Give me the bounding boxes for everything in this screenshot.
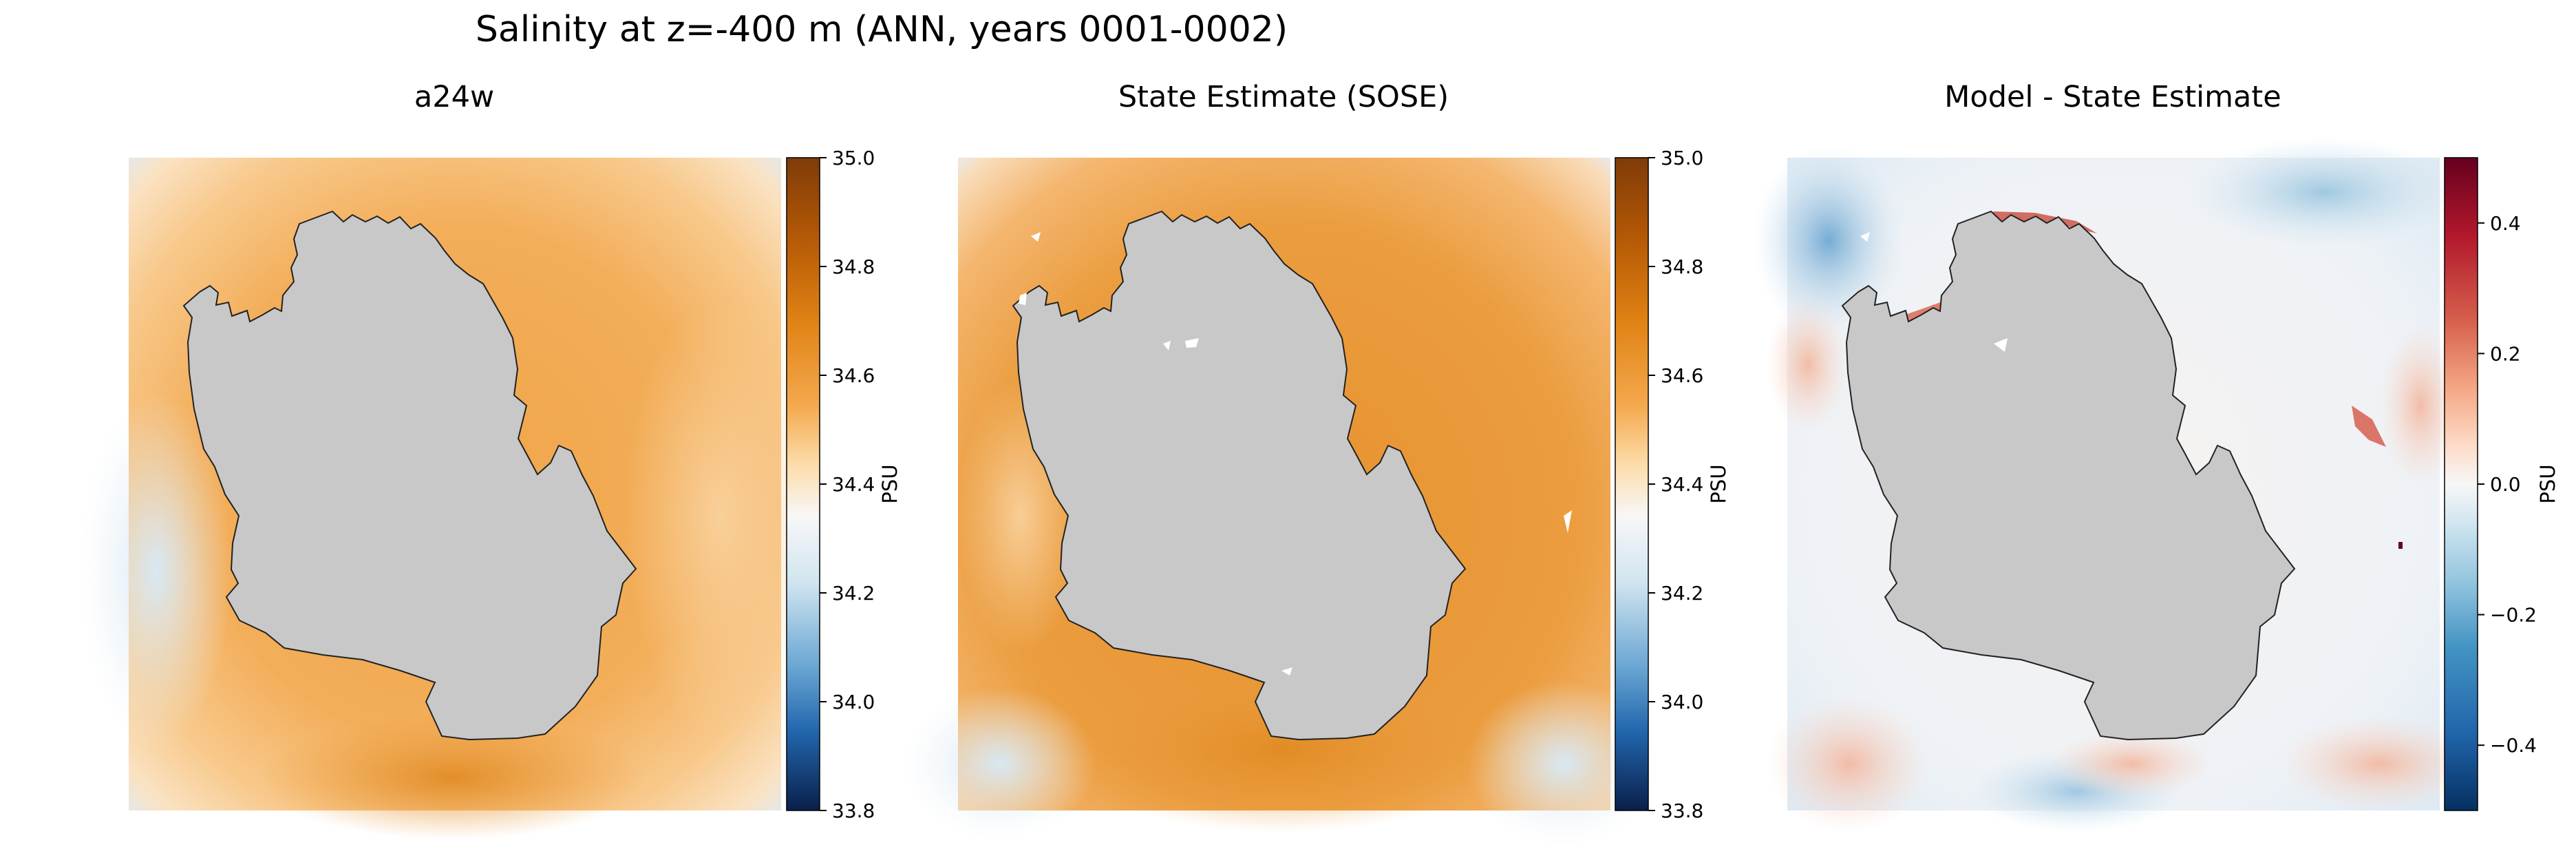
map-difference xyxy=(1753,137,2482,833)
colorbar-label: PSU xyxy=(1707,464,1730,503)
no-data-patch xyxy=(1281,667,1292,676)
panel-sose: State Estimate (SOSE) 35.0 34.8 34.6 34.4 34… xyxy=(903,80,1730,846)
colorbar-tick-label: 34.6 xyxy=(832,364,875,387)
colorbar-tick-label: 34.0 xyxy=(832,691,875,713)
no-data-patch xyxy=(1031,232,1041,242)
no-data-patch xyxy=(1860,232,1870,242)
field-shading xyxy=(903,688,1096,839)
field-shading xyxy=(259,715,645,839)
colorbar-tick-label: 34.0 xyxy=(1661,691,1703,713)
extreme-value-pixel xyxy=(2398,542,2403,549)
colorbar-tick-label: −0.4 xyxy=(2490,734,2537,757)
field-shading xyxy=(624,295,817,736)
colorbar-tick-label: 34.6 xyxy=(1661,364,1703,387)
colorbar-a24w: 35.0 34.8 34.6 34.4 34.2 34.0 33.8 PSU xyxy=(786,147,902,822)
figure-title: Salinity at z=-400 m (ANN, years 0001-00… xyxy=(476,9,1288,50)
colorbar-tick-label: 33.8 xyxy=(1661,799,1703,822)
panel-title: Model - State Estimate xyxy=(1944,80,2281,114)
panel-title: State Estimate (SOSE) xyxy=(1118,80,1449,114)
colorbar-tick-label: 0.4 xyxy=(2490,212,2521,235)
colorbar-tick-label: 34.4 xyxy=(1661,473,1703,496)
colorbar-difference: 0.4 0.2 0.0 −0.2 −0.4 PSU xyxy=(2444,157,2559,811)
colorbar-tick-label: 0.0 xyxy=(2490,473,2521,496)
field-shading xyxy=(2049,729,2214,798)
panel-a24w: a24w 35.0 34.8 34.6 34.4 34.2 34.0 33.8 PSU xyxy=(81,80,902,839)
colorbar-gradient xyxy=(1615,157,1649,811)
colorbar-tick-label: 34.8 xyxy=(1661,255,1703,278)
colorbar-tick-label: 35.0 xyxy=(832,147,875,169)
no-data-patch xyxy=(1564,510,1572,533)
no-data-patch xyxy=(1019,293,1027,305)
map-a24w xyxy=(81,158,817,839)
colorbar-tick-label: 34.4 xyxy=(832,473,875,496)
panel-title: a24w xyxy=(414,80,494,114)
map-sose xyxy=(903,158,1660,846)
field-shading xyxy=(1767,695,1932,833)
field-shading xyxy=(1467,681,1660,846)
colorbar-tick-label: −0.2 xyxy=(2490,604,2537,627)
shelf-anomaly xyxy=(2352,406,2386,447)
colorbar-gradient xyxy=(786,157,820,811)
field-shading xyxy=(2276,715,2482,812)
no-data-patch xyxy=(1185,338,1199,348)
colorbar-label: PSU xyxy=(2536,464,2559,503)
colorbar-sose: 35.0 34.8 34.6 34.4 34.2 34.0 33.8 PSU xyxy=(1615,147,1730,822)
no-data-patch xyxy=(1163,341,1171,350)
field-shading xyxy=(81,392,232,750)
field-shading xyxy=(1767,295,1849,433)
panel-difference: Model - State Estimate 0.4 0.2 0.0 −0.2 −0.4… xyxy=(1753,80,2559,833)
colorbar-gradient xyxy=(2444,157,2478,811)
field-shading xyxy=(2186,137,2462,247)
colorbar-tick-label: 0.2 xyxy=(2490,342,2521,365)
no-data-patch xyxy=(1994,338,2008,352)
colorbar-tick-label: 34.8 xyxy=(832,255,875,278)
colorbar-tick-label: 35.0 xyxy=(1661,147,1703,169)
colorbar-label: PSU xyxy=(878,464,902,503)
colorbar-tick-label: 34.2 xyxy=(832,582,875,605)
colorbar-tick-label: 33.8 xyxy=(832,799,875,822)
colorbar-tick-label: 34.2 xyxy=(1661,582,1703,605)
field-shading xyxy=(2379,323,2462,488)
